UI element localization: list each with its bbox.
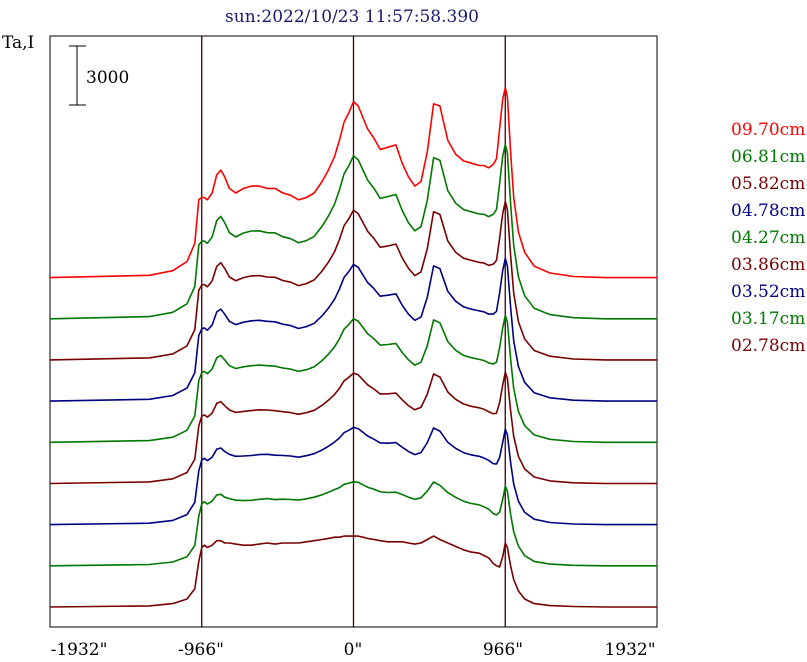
legend-entry: 06.81cm [731,147,805,167]
scale-bar: 3000 [69,45,129,106]
x-tick-label: 1932" [604,640,655,660]
series-line-03-17cm [49,481,657,567]
series-line-04-27cm [49,314,657,444]
legend-entry: 04.78cm [731,201,805,221]
series-line-02-78cm [49,535,657,608]
legend-entry: 04.27cm [731,228,805,248]
x-tick-label: -1932" [51,640,108,660]
legend-entry: 03.52cm [731,282,805,302]
legend-entry: 03.86cm [731,255,805,275]
x-tick-label: 0" [344,640,363,660]
series-line-06-81cm [49,143,657,320]
x-tick-label: 966" [483,640,523,660]
x-tick-label: -966" [178,640,224,660]
legend: 09.70cm 06.81cm 05.82cm 04.78cm 04.27cm … [731,120,805,356]
series-line-03-86cm [49,371,657,485]
legend-entry: 02.78cm [731,336,805,356]
y-axis-label: Ta,I [2,33,34,53]
vertical-markers [201,36,506,627]
legend-entry: 09.70cm [731,120,805,140]
series-line-04-78cm [49,257,657,402]
legend-entry: 03.17cm [731,309,805,329]
series-line-05-82cm [49,200,657,361]
series-line-03-52cm [49,426,657,526]
series-lines [49,86,657,608]
chart-title: sun:2022/10/23 11:57:58.390 [225,7,479,27]
series-line-09-70cm [49,86,657,279]
x-tick-labels: -1932" -966" 0" 966" 1932" [51,640,656,660]
scale-bar-label: 3000 [86,68,129,88]
legend-entry: 05.82cm [731,174,805,194]
